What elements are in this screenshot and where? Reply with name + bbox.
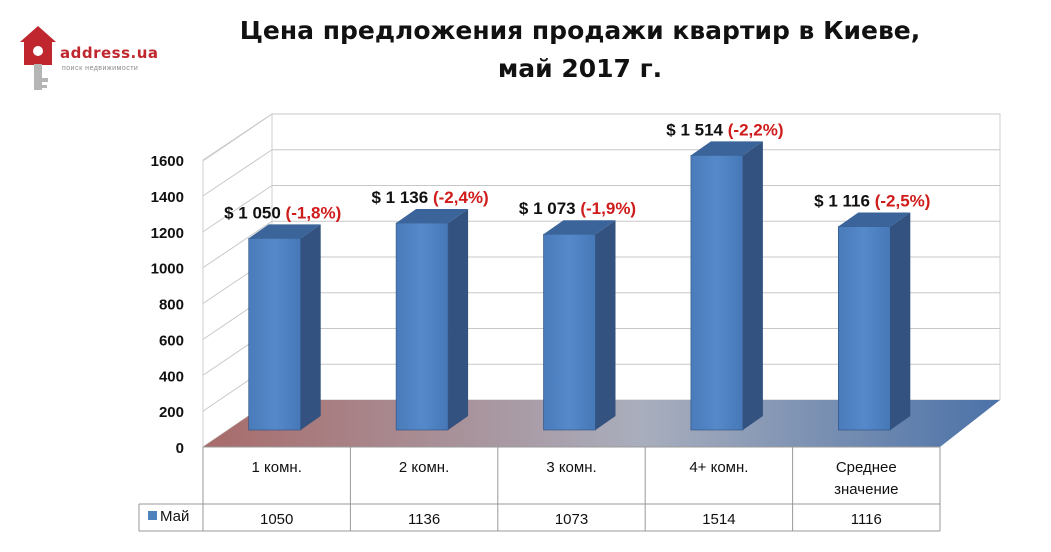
gridline-side — [202, 220, 273, 269]
y-tick-label: 1600 — [151, 153, 184, 170]
table-value: 1050 — [260, 511, 293, 528]
gridline-side — [202, 113, 273, 161]
data-label-change: (-1,8%) — [286, 203, 342, 222]
bar-top — [248, 224, 321, 239]
x-tick-label: 4+ комн. — [689, 459, 748, 476]
x-tick-label: 2 комн. — [399, 459, 449, 476]
data-label-value: $ 1 050 — [224, 203, 285, 222]
data-label-change: (-2,5%) — [875, 192, 931, 211]
y-tick-label: 600 — [159, 332, 184, 349]
y-tick-label: 400 — [159, 368, 184, 385]
chart-data-labels: $ 1 050 (-1,8%) $ 1 136 (-2,4%) $ 1 073 (-… — [224, 120, 930, 222]
chart-title-line-2: май 2017 г. — [497, 54, 663, 83]
y-tick-label: 1200 — [151, 225, 184, 242]
data-label-value: $ 1 136 — [372, 188, 433, 207]
bar-top — [690, 141, 763, 156]
gridline-side — [202, 149, 273, 197]
bar-side — [890, 212, 911, 430]
bar-side — [448, 208, 469, 430]
table-value: 1116 — [851, 511, 882, 528]
data-label: $ 1 514 (-2,2%) — [666, 120, 783, 139]
data-label: $ 1 050 (-1,8%) — [224, 203, 341, 222]
table-value: 1514 — [702, 511, 735, 528]
bar — [837, 226, 891, 431]
y-tick-label: 1400 — [151, 189, 184, 206]
legend-series-name: Май — [160, 508, 189, 525]
data-label-value: $ 1 116 — [814, 192, 875, 211]
data-label: $ 1 073 (-1,9%) — [519, 199, 636, 218]
legend-swatch — [148, 511, 157, 520]
table-value: 1136 — [408, 511, 440, 528]
data-label-value: $ 1 514 — [666, 120, 727, 139]
data-label-value: $ 1 073 — [519, 199, 580, 218]
data-label-change: (-2,2%) — [728, 120, 784, 139]
logo-subtext: поиск недвижимости — [62, 65, 139, 72]
bar — [690, 155, 744, 431]
chart-title-line-1: Цена предложения продажи квартир в Киеве… — [239, 16, 921, 45]
data-table: 1 комн. 1050 2 комн. 1136 3 комн. 1073 4+ комн… — [138, 446, 941, 532]
bar — [543, 233, 596, 431]
bar-side — [742, 141, 763, 430]
data-label-change: (-1,9%) — [580, 199, 636, 218]
x-tick-label: значение — [834, 481, 898, 498]
bar — [395, 222, 449, 431]
data-label-change: (-2,4%) — [433, 188, 489, 207]
bar-top — [543, 220, 616, 235]
house-key-icon — [20, 26, 56, 90]
bar-top — [396, 208, 469, 223]
bar-top — [838, 212, 911, 227]
y-tick-label: 1000 — [151, 261, 184, 278]
x-tick-label: Среднее — [836, 459, 897, 476]
address-ua-logo — [18, 22, 188, 94]
bar-side — [300, 224, 321, 430]
data-label: $ 1 116 (-2,5%) — [814, 192, 930, 211]
y-tick-label: 800 — [159, 297, 184, 314]
logo-text: address.ua — [60, 44, 159, 62]
gridline-side — [202, 185, 273, 233]
bar-side — [595, 220, 616, 430]
chart-title: Цена предложения продажи квартир в Киеве… — [200, 12, 960, 88]
chart-bars — [248, 141, 911, 431]
bar — [248, 238, 301, 431]
data-label: $ 1 136 (-2,4%) — [372, 188, 489, 207]
y-tick-label: 0 — [176, 440, 184, 457]
table-value: 1073 — [555, 511, 588, 528]
x-tick-label: 3 комн. — [546, 459, 596, 476]
y-tick-label: 200 — [159, 404, 184, 421]
x-tick-label: 1 комн. — [252, 459, 302, 476]
